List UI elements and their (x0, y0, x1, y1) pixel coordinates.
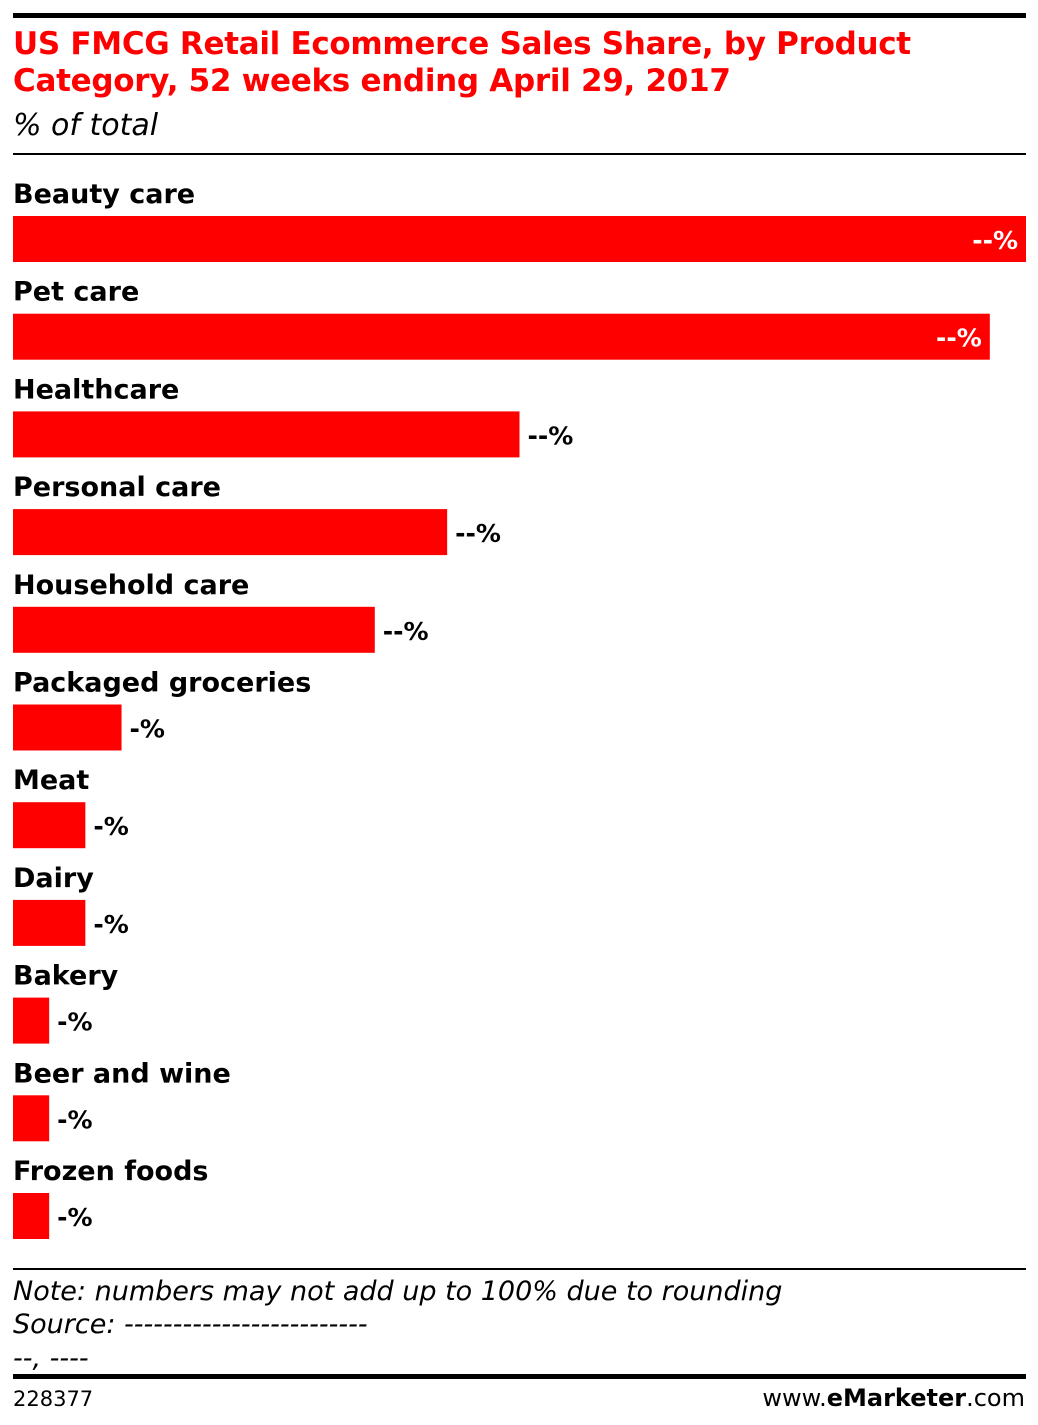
data-label: --% (455, 519, 501, 548)
category-label: Personal care (13, 472, 221, 503)
chart-id: 228377 (13, 1387, 94, 1411)
bar (13, 899, 86, 946)
bar (13, 216, 1026, 262)
data-label: --% (972, 226, 1018, 255)
chart-title: US FMCG Retail Ecommerce Sales Share, by… (13, 26, 911, 99)
bar-chart: Beauty care --% Pet care --% Healthcare --% Pe… (13, 179, 1026, 1239)
category-label: Healthcare (13, 374, 179, 405)
category-label: Bakery (13, 961, 119, 992)
category-label: Meat (13, 765, 89, 796)
data-label: -% (130, 715, 165, 744)
data-label: -% (57, 1105, 92, 1134)
bottom-rule (13, 1374, 1026, 1379)
category-label: Frozen foods (13, 1156, 208, 1187)
brand-suffix: .com (966, 1384, 1025, 1412)
brand-prefix: www. (762, 1384, 827, 1412)
data-label: --% (383, 617, 429, 646)
data-label: -% (93, 812, 128, 841)
category-label: Beer and wine (13, 1058, 231, 1089)
bar (13, 704, 122, 751)
bar (13, 606, 375, 653)
bar (13, 1193, 50, 1239)
chart-note: Note: numbers may not add up to 100% due… (13, 1276, 783, 1307)
data-label: -% (57, 1203, 92, 1232)
bar (13, 411, 520, 458)
brand-link[interactable]: www.eMarketer.com (762, 1384, 1025, 1412)
category-label: Packaged groceries (13, 668, 311, 699)
chart-source: Source: ------------------------- (13, 1309, 368, 1340)
category-label: Household care (13, 570, 249, 601)
data-label: --% (528, 421, 574, 450)
top-rule (13, 13, 1026, 18)
chart-source-detail: --, ---- (13, 1343, 89, 1374)
bar (13, 1095, 50, 1142)
bar (13, 509, 448, 556)
data-label: -% (93, 910, 128, 939)
bar (13, 313, 990, 360)
bar (13, 997, 50, 1044)
data-label: --% (936, 324, 982, 353)
brand-name: eMarketer (826, 1384, 967, 1412)
footer-rule (13, 1268, 1026, 1270)
chart-subtitle: % of total (13, 108, 159, 143)
bar (13, 802, 86, 849)
category-label: Beauty care (13, 179, 195, 210)
data-label: -% (57, 1008, 92, 1037)
header-rule (13, 153, 1026, 155)
category-label: Dairy (13, 863, 94, 894)
category-label: Pet care (13, 277, 139, 308)
